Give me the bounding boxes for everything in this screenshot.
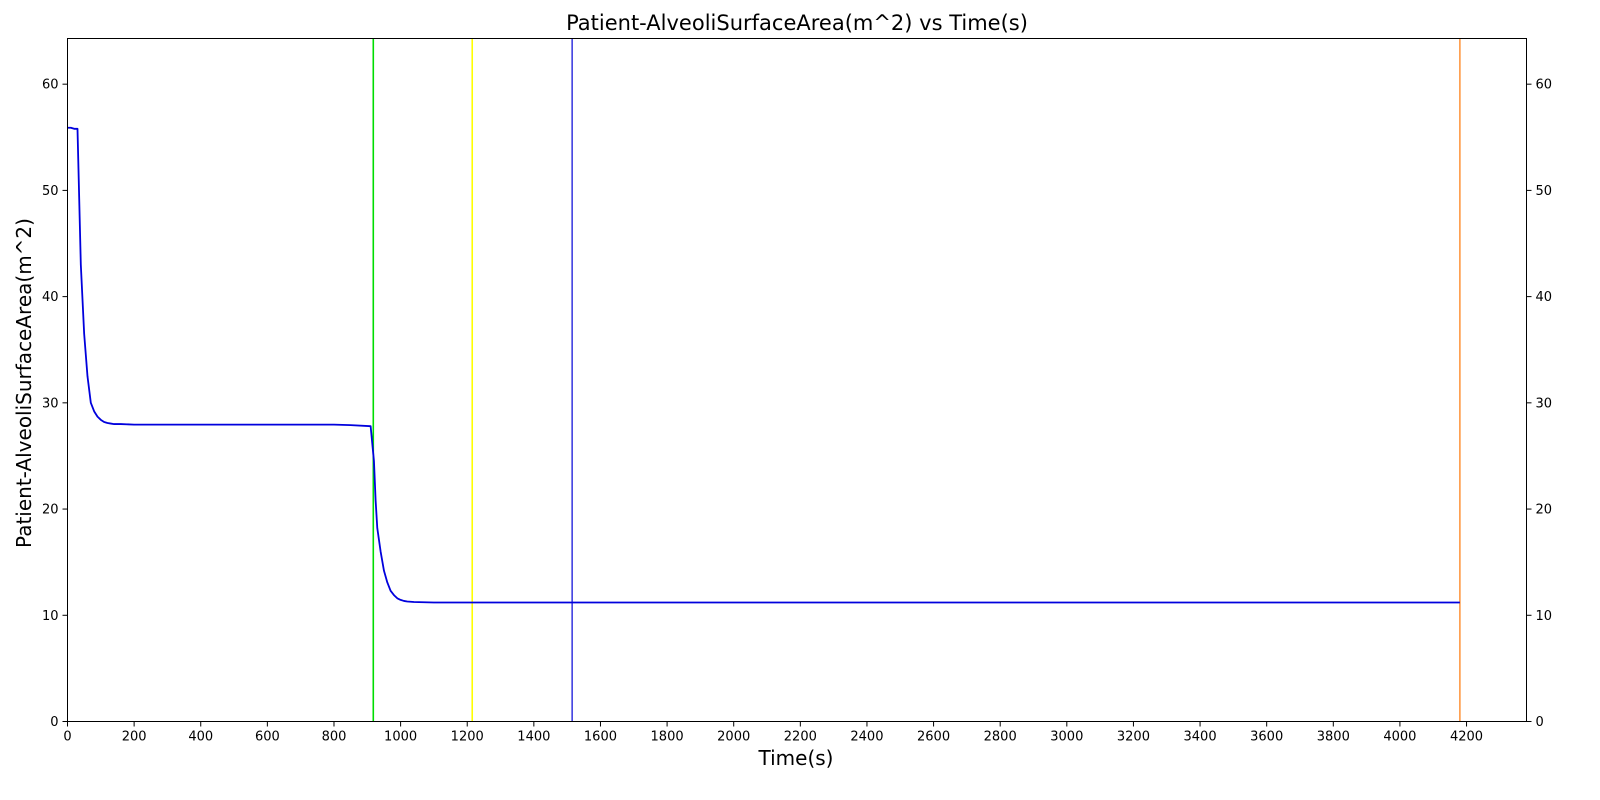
y-tick-label-left: 50	[42, 184, 59, 199]
x-tick-label: 400	[188, 730, 213, 745]
y-tick-label-left: 10	[42, 609, 59, 624]
y-tick-label-right: 0	[1536, 715, 1544, 730]
x-tick-label: 1400	[517, 730, 550, 745]
y-tick-label-left: 30	[42, 396, 59, 411]
x-tick-label: 1800	[651, 730, 684, 745]
x-tick-label: 1200	[451, 730, 484, 745]
x-tick-label: 0	[63, 730, 71, 745]
x-tick-label: 4200	[1450, 730, 1483, 745]
x-tick-label: 3000	[1050, 730, 1083, 745]
x-tick-label: 800	[322, 730, 347, 745]
y-tick-label-right: 20	[1536, 503, 1553, 518]
x-tick-label: 4000	[1383, 730, 1416, 745]
x-tick-label: 200	[122, 730, 147, 745]
y-tick-label-right: 10	[1536, 609, 1553, 624]
x-tick-label: 2200	[784, 730, 817, 745]
x-tick-label: 3600	[1250, 730, 1283, 745]
x-tick-label: 2400	[850, 730, 883, 745]
y-tick-label-left: 0	[50, 715, 58, 730]
x-tick-label: 3200	[1117, 730, 1150, 745]
x-tick-label: 2600	[917, 730, 950, 745]
x-tick-label: 2800	[984, 730, 1017, 745]
x-axis-label: Time(s)	[758, 746, 834, 770]
chart-title: Patient-AlveoliSurfaceArea(m^2) vs Time(…	[566, 11, 1028, 35]
y-tick-label-right: 40	[1536, 290, 1553, 305]
x-tick-label: 1000	[384, 730, 417, 745]
x-tick-label: 1600	[584, 730, 617, 745]
x-tick-label: 2000	[717, 730, 750, 745]
y-tick-label-right: 30	[1536, 396, 1553, 411]
series-line-0	[67, 126, 1460, 604]
x-tick-label: 3400	[1184, 730, 1217, 745]
x-tick-label: 3800	[1317, 730, 1350, 745]
y-tick-label-left: 40	[42, 290, 59, 305]
y-tick-label-right: 50	[1536, 184, 1553, 199]
y-axis-label: Patient-AlveoliSurfaceArea(m^2)	[12, 218, 36, 548]
y-tick-label-right: 60	[1536, 78, 1553, 93]
y-tick-label-left: 20	[42, 503, 59, 518]
x-tick-label: 600	[255, 730, 280, 745]
y-tick-label-left: 60	[42, 78, 59, 93]
plot-frame	[67, 38, 1527, 722]
